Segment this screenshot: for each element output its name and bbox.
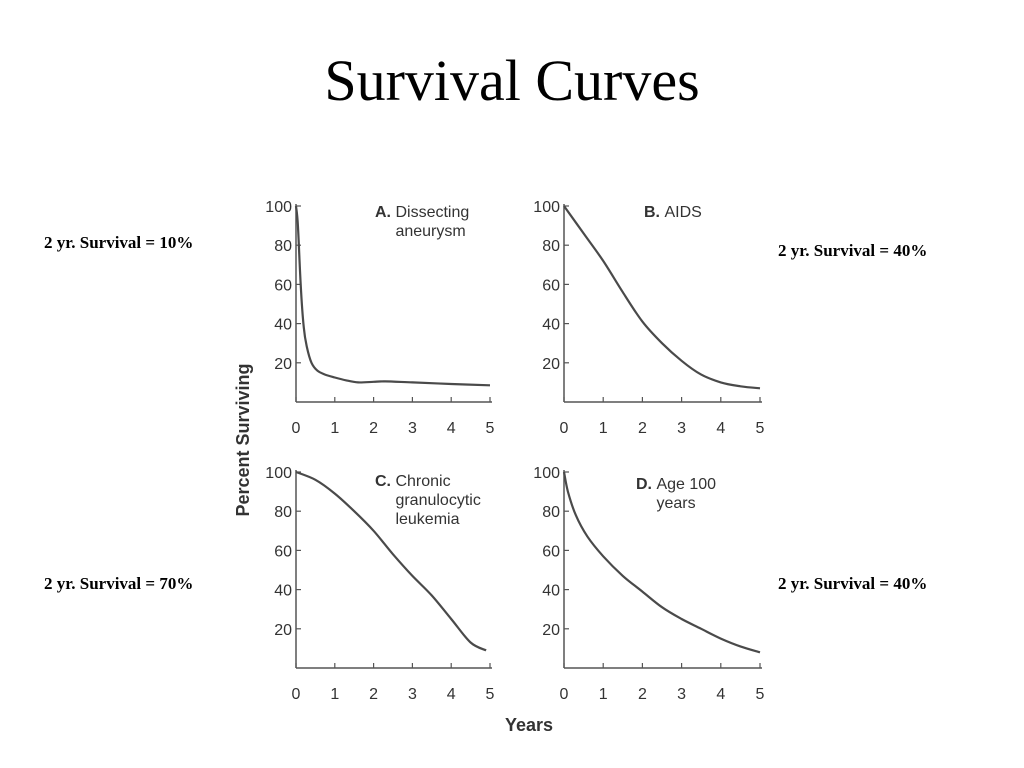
panel-title-aids: B. AIDS [644, 204, 702, 221]
x-axis-label: Years [505, 715, 553, 735]
x-tick-label: 0 [292, 686, 301, 703]
x-tick-label: 4 [447, 686, 456, 703]
x-tick-label: 5 [756, 420, 765, 437]
x-tick-label: 0 [560, 686, 569, 703]
y-tick-label: 100 [533, 199, 560, 216]
x-tick-label: 4 [716, 420, 725, 437]
panel-title-line: granulocytic [395, 492, 480, 509]
y-tick-label: 80 [274, 504, 292, 521]
x-tick-label: 2 [638, 686, 647, 703]
x-tick-label: 2 [369, 686, 378, 703]
survival-note-leukemia: 2 yr. Survival = 70% [44, 574, 194, 593]
panel-title-line: Chronic [395, 473, 450, 490]
y-tick-label: 20 [542, 622, 560, 639]
panel-title-line: leukemia [395, 511, 459, 528]
x-tick-label: 1 [599, 686, 608, 703]
y-tick-label: 60 [542, 277, 560, 294]
x-tick-label: 4 [447, 420, 456, 437]
panel-letter: C. [375, 473, 395, 490]
x-tick-label: 2 [369, 420, 378, 437]
x-tick-label: 3 [677, 686, 686, 703]
panel-title-line: Dissecting [395, 204, 469, 221]
x-tick-label: 1 [599, 420, 608, 437]
panel-title-age100: D. Age 100 [636, 476, 716, 493]
y-axis-label: Percent Surviving [233, 363, 253, 516]
y-tick-label: 100 [265, 199, 292, 216]
y-tick-label: 40 [274, 583, 292, 600]
x-tick-label: 1 [330, 420, 339, 437]
x-tick-label: 5 [756, 686, 765, 703]
x-tick-label: 3 [408, 420, 417, 437]
panel-aids: 20 40 60 80 100 0 1 2 3 4 5 B. AIDS [533, 199, 764, 437]
y-tick-label: 80 [542, 504, 560, 521]
x-tick-label: 1 [330, 686, 339, 703]
y-tick-label: 60 [542, 543, 560, 560]
panel-title-line: AIDS [664, 204, 701, 221]
survival-note-age100: 2 yr. Survival = 40% [778, 574, 928, 593]
panel-title-line: Age 100 [656, 476, 716, 493]
panel-letter: A. [375, 204, 395, 221]
panel-title-aneurysm: A. Dissecting [375, 204, 469, 221]
survival-curve-leukemia [295, 470, 487, 652]
slide-title: Survival Curves [324, 48, 700, 113]
y-tick-label: 20 [274, 622, 292, 639]
panel-letter: B. [644, 204, 664, 221]
panel-title-line: years [656, 495, 695, 512]
panel-letter: D. [636, 476, 656, 493]
x-tick-label: 3 [677, 420, 686, 437]
y-tick-label: 60 [274, 543, 292, 560]
x-tick-label: 3 [408, 686, 417, 703]
panel-aneurysm: 20 40 60 80 100 0 1 2 3 4 5 A. Dissecting aneurysm [265, 199, 494, 437]
y-tick-label: 20 [542, 356, 560, 373]
survival-curve-age100 [562, 471, 761, 654]
y-tick-label: 40 [542, 583, 560, 600]
x-tick-label: 0 [292, 420, 301, 437]
y-tick-label: 20 [274, 356, 292, 373]
y-tick-label: 40 [542, 317, 560, 334]
survival-note-aneurysm: 2 yr. Survival = 10% [44, 233, 194, 252]
survival-note-aids: 2 yr. Survival = 40% [778, 241, 928, 260]
panel-leukemia: 20 40 60 80 100 0 1 2 3 4 5 C. Chronic granulocytic l… [265, 465, 494, 703]
panel-age100: 20 40 60 80 100 0 1 2 3 4 5 D. Age 100 years [533, 465, 764, 703]
y-tick-label: 100 [533, 465, 560, 482]
x-tick-label: 5 [486, 420, 495, 437]
y-tick-label: 80 [274, 238, 292, 255]
x-tick-label: 5 [486, 686, 495, 703]
panel-title-line: aneurysm [395, 223, 465, 240]
x-tick-label: 2 [638, 420, 647, 437]
y-tick-label: 40 [274, 317, 292, 334]
y-tick-label: 60 [274, 277, 292, 294]
x-tick-label: 4 [716, 686, 725, 703]
survival-curve-aneurysm [294, 205, 491, 387]
x-tick-label: 0 [560, 420, 569, 437]
y-tick-label: 80 [542, 238, 560, 255]
y-tick-label: 100 [265, 465, 292, 482]
survival-curve-aids [563, 205, 761, 390]
panel-title-leukemia: C. Chronic [375, 473, 451, 490]
